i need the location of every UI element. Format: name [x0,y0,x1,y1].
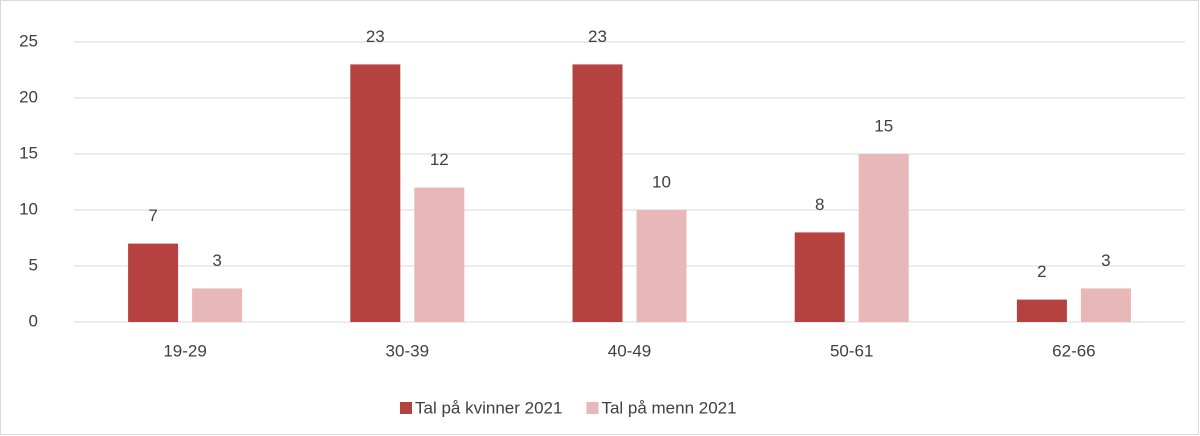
data-label: 2 [1037,262,1046,281]
x-tick-label: 62-66 [1052,341,1095,360]
x-tick-label: 50-61 [830,341,873,360]
legend-swatch [586,402,599,414]
y-tick-label: 25 [19,31,38,50]
bar [414,187,465,322]
data-label: 15 [874,116,893,135]
data-label: 23 [366,27,385,46]
bar [128,243,179,322]
data-label: 3 [1101,251,1110,270]
bar [572,64,623,323]
data-label: 8 [815,195,824,214]
bar [1016,299,1067,322]
data-label: 23 [588,27,607,46]
y-tick-label: 15 [19,143,38,162]
legend-label: Tal på kvinner 2021 [415,398,562,417]
bar [350,64,401,323]
bar [858,154,909,322]
y-tick-label: 10 [19,199,38,218]
data-label: 3 [212,251,221,270]
data-label: 10 [652,172,671,191]
x-tick-label: 30-39 [386,341,429,360]
y-tick-label: 5 [29,255,38,274]
data-label: 7 [148,206,157,225]
bar [794,232,845,322]
data-label: 12 [430,150,449,169]
bar [192,288,243,322]
legend-swatch [400,402,412,414]
bar [1080,288,1131,322]
legend-label: Tal på menn 2021 [601,398,736,417]
x-tick-label: 40-49 [608,341,651,360]
y-tick-label: 0 [29,311,38,330]
x-tick-label: 19-29 [163,341,206,360]
y-tick-label: 20 [19,87,38,106]
bar [636,210,687,322]
